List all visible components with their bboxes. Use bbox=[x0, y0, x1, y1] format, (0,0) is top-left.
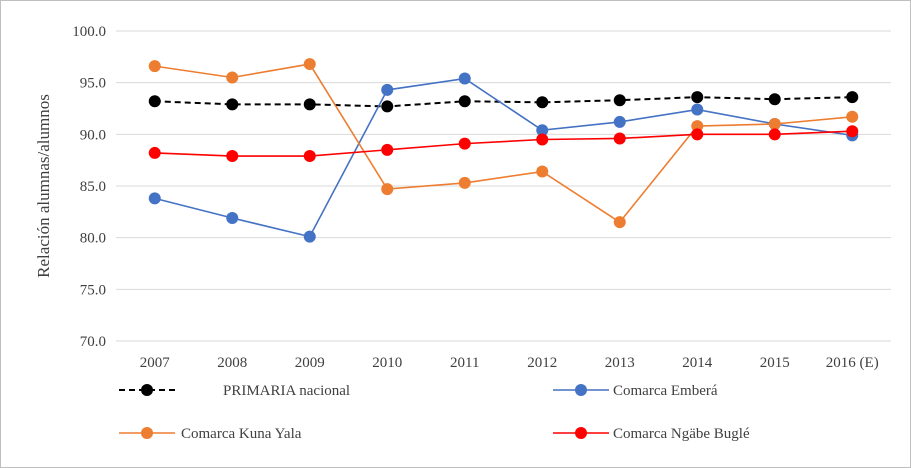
y-tick-label: 85.0 bbox=[80, 179, 106, 195]
series-line bbox=[154, 63, 853, 224]
series-2 bbox=[148, 58, 859, 229]
data-point bbox=[148, 95, 161, 108]
data-point bbox=[381, 143, 394, 156]
legend-marker bbox=[575, 427, 587, 439]
legend-entry: Comarca Ngäbe Buglé bbox=[553, 426, 750, 442]
x-tick-label: 2012 bbox=[527, 355, 557, 371]
data-point bbox=[226, 212, 239, 225]
data-point bbox=[536, 165, 549, 178]
series-3 bbox=[148, 125, 859, 163]
data-point bbox=[303, 150, 316, 163]
x-tick-label: 2010 bbox=[372, 355, 402, 371]
data-point bbox=[846, 91, 859, 104]
x-tick-label: 2011 bbox=[450, 355, 479, 371]
data-point bbox=[536, 133, 549, 146]
data-point bbox=[536, 96, 549, 109]
data-point bbox=[381, 83, 394, 96]
data-point bbox=[303, 230, 316, 243]
series-0 bbox=[148, 91, 859, 113]
legend-entry: Comarca Kuna Yala bbox=[119, 426, 302, 442]
data-point bbox=[613, 216, 626, 229]
y-axis-label: Relación alumnas/alumnos bbox=[34, 94, 53, 278]
data-point bbox=[226, 71, 239, 84]
series-line bbox=[154, 96, 853, 108]
data-point bbox=[846, 125, 859, 138]
legend: PRIMARIA nacional Comarca Emberá Comarca K… bbox=[119, 383, 750, 442]
data-point bbox=[148, 146, 161, 159]
x-axis-ticks: 2007 2008 2009 2010 2011 2012 2013 2014 2015 2016… bbox=[140, 355, 879, 371]
x-tick-label: 2009 bbox=[295, 355, 325, 371]
data-point bbox=[613, 132, 626, 145]
data-point bbox=[768, 128, 781, 141]
data-point bbox=[768, 118, 781, 130]
data-point bbox=[691, 128, 704, 141]
series-line bbox=[154, 130, 853, 157]
y-tick-label: 90.0 bbox=[80, 127, 106, 143]
data-point bbox=[691, 120, 704, 133]
data-point bbox=[303, 98, 316, 111]
data-point bbox=[381, 183, 394, 196]
gridlines bbox=[116, 30, 891, 290]
data-point bbox=[536, 124, 549, 137]
series-1 bbox=[148, 72, 859, 243]
x-tick-label: 2013 bbox=[605, 355, 635, 371]
data-point bbox=[458, 72, 471, 85]
legend-entry: Comarca Emberá bbox=[553, 383, 718, 399]
legend-marker bbox=[141, 384, 153, 396]
x-tick-label: 2007 bbox=[140, 355, 171, 371]
data-point bbox=[148, 60, 161, 73]
x-tick-label: 2015 bbox=[760, 355, 790, 371]
legend-label: Comarca Kuna Yala bbox=[181, 426, 302, 442]
x-tick-label: 2014 bbox=[682, 355, 713, 371]
data-point bbox=[148, 192, 161, 205]
y-tick-label: 75.0 bbox=[80, 282, 106, 298]
data-point bbox=[458, 95, 471, 108]
data-point bbox=[381, 100, 394, 113]
data-point bbox=[691, 103, 704, 116]
data-point bbox=[458, 137, 471, 150]
data-point bbox=[691, 91, 704, 104]
data-point bbox=[226, 150, 239, 163]
legend-label: Comarca Ngäbe Buglé bbox=[613, 426, 750, 442]
x-tick-label: 2016 (E) bbox=[826, 355, 879, 371]
y-tick-label: 95.0 bbox=[80, 76, 106, 92]
data-point bbox=[613, 115, 626, 128]
data-point bbox=[303, 58, 316, 71]
data-point bbox=[613, 94, 626, 107]
data-point bbox=[458, 176, 471, 189]
data-point bbox=[226, 98, 239, 111]
x-tick-label: 2008 bbox=[217, 355, 247, 371]
legend-marker bbox=[141, 427, 153, 439]
legend-entry: PRIMARIA nacional bbox=[119, 383, 350, 399]
data-point bbox=[846, 110, 859, 123]
y-tick-label: 70.0 bbox=[80, 334, 106, 350]
legend-label: Comarca Emberá bbox=[613, 383, 718, 399]
legend-marker bbox=[575, 384, 587, 396]
data-point bbox=[768, 93, 781, 106]
series-line bbox=[154, 77, 853, 238]
y-tick-label: 80.0 bbox=[80, 231, 106, 247]
series-group bbox=[148, 58, 859, 243]
y-tick-label: 100.0 bbox=[72, 24, 106, 40]
legend-label: PRIMARIA nacional bbox=[223, 383, 350, 399]
y-axis-ticks: 70.0 75.0 80.0 85.0 90.0 95.0 100.0 bbox=[72, 24, 106, 350]
